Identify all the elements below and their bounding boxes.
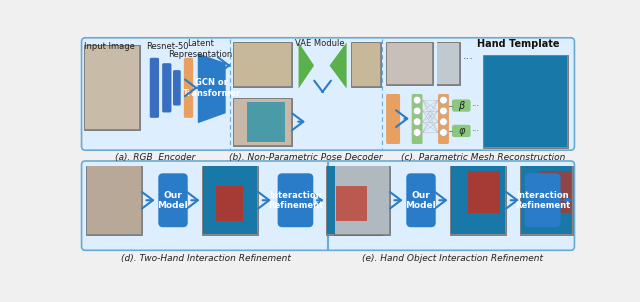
Text: ...: ... (463, 51, 474, 61)
Bar (437, 43, 459, 84)
FancyBboxPatch shape (438, 94, 449, 144)
FancyBboxPatch shape (158, 173, 188, 227)
Bar (234, 99, 291, 145)
Circle shape (440, 118, 447, 126)
Bar (539, 171, 572, 213)
FancyBboxPatch shape (452, 99, 470, 112)
Text: β: β (458, 101, 465, 111)
Polygon shape (198, 53, 226, 123)
FancyBboxPatch shape (173, 70, 180, 105)
FancyBboxPatch shape (150, 58, 159, 118)
Text: GCN or
Transformer: GCN or Transformer (182, 78, 241, 98)
Bar (246, 102, 285, 142)
Bar (87, 166, 141, 234)
Bar (84, 46, 140, 130)
Bar (521, 166, 572, 234)
Bar (204, 166, 257, 234)
Text: (e). Hand Object Interaction Refinement: (e). Hand Object Interaction Refinement (362, 254, 543, 263)
Bar (234, 42, 292, 87)
Circle shape (440, 107, 447, 115)
Bar (386, 42, 433, 85)
Bar (336, 186, 367, 221)
Circle shape (413, 96, 421, 104)
FancyBboxPatch shape (525, 173, 561, 227)
Text: Our
Model: Our Model (157, 191, 188, 210)
Bar (202, 165, 259, 235)
Text: Resnet-50: Resnet-50 (147, 42, 189, 51)
Bar (334, 165, 390, 235)
Text: Input Image: Input Image (84, 42, 135, 51)
Text: φ: φ (458, 126, 465, 136)
Bar (467, 171, 500, 213)
Circle shape (440, 129, 447, 136)
Bar (216, 186, 243, 221)
Bar (436, 42, 460, 85)
Text: ...: ... (472, 98, 479, 108)
Text: Hand Template: Hand Template (477, 39, 559, 49)
Bar (484, 56, 568, 147)
Text: Latent
Representation: Latent Representation (168, 39, 232, 59)
FancyBboxPatch shape (278, 173, 313, 227)
FancyBboxPatch shape (81, 161, 575, 250)
Polygon shape (298, 42, 314, 88)
Bar (335, 166, 389, 234)
Bar (234, 98, 292, 146)
FancyBboxPatch shape (81, 38, 575, 150)
FancyBboxPatch shape (406, 173, 436, 227)
Bar (451, 165, 506, 235)
Bar (387, 43, 432, 84)
Bar (326, 165, 382, 235)
Text: (b). Non-Parametric Pose Decoder: (b). Non-Parametric Pose Decoder (230, 153, 383, 162)
Bar (84, 46, 139, 130)
Text: Interaction
Refinement: Interaction Refinement (515, 191, 570, 210)
Bar (352, 43, 380, 86)
FancyBboxPatch shape (184, 58, 193, 118)
Text: ...: ... (472, 124, 479, 133)
Text: Interaction
Refinement: Interaction Refinement (268, 191, 323, 210)
Bar (451, 166, 506, 234)
FancyBboxPatch shape (386, 94, 400, 144)
Circle shape (440, 96, 447, 104)
Text: Our
Model: Our Model (406, 191, 436, 210)
FancyBboxPatch shape (162, 63, 172, 112)
Circle shape (413, 118, 421, 126)
FancyBboxPatch shape (412, 94, 422, 144)
FancyBboxPatch shape (452, 125, 470, 137)
Polygon shape (330, 42, 347, 88)
Text: (d). Two-Hand Interaction Refinement: (d). Two-Hand Interaction Refinement (122, 254, 291, 263)
Bar (86, 165, 142, 235)
Circle shape (413, 129, 421, 136)
Bar (234, 43, 291, 86)
Circle shape (413, 107, 421, 115)
Bar (327, 166, 381, 234)
Bar (483, 56, 568, 148)
Bar (351, 42, 381, 87)
Text: (a). RGB  Encoder: (a). RGB Encoder (115, 153, 195, 162)
Text: (c). Parametric Mesh Reconstruction: (c). Parametric Mesh Reconstruction (401, 153, 565, 162)
Text: VAE Module: VAE Module (296, 39, 345, 47)
Bar (520, 165, 573, 235)
